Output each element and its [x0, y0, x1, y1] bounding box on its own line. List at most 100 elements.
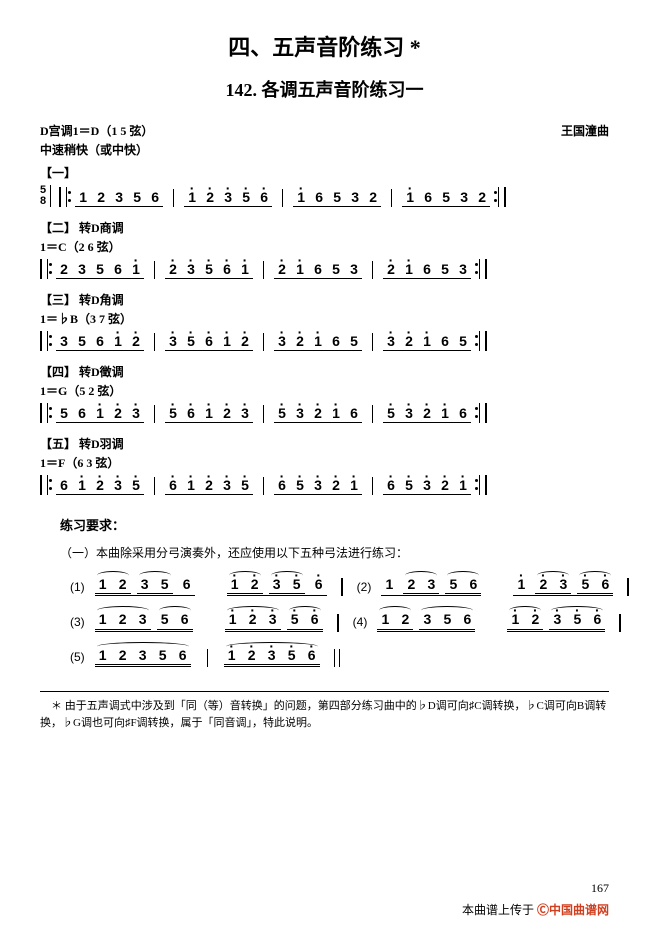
note: 2	[527, 612, 543, 627]
note: 2	[202, 190, 218, 205]
note: 6	[328, 334, 344, 349]
note: 5	[329, 190, 345, 205]
slur-group: 56	[577, 577, 613, 594]
note: 5	[437, 262, 453, 277]
note: 1	[224, 648, 240, 663]
note: 3	[135, 612, 151, 627]
note: 1	[183, 478, 199, 493]
barline	[154, 261, 155, 279]
double-barline	[619, 614, 621, 632]
note: 2	[247, 577, 263, 592]
measure: 23561	[165, 262, 253, 279]
note-group: 16532	[402, 190, 490, 207]
repeat-end	[479, 259, 487, 279]
note: 3	[237, 406, 253, 421]
repeat-start	[40, 475, 48, 495]
practice-number: (5)	[70, 650, 85, 664]
note: 1	[455, 478, 471, 493]
note-group: 23561	[56, 262, 144, 279]
note: 2	[383, 262, 399, 277]
note: 3	[219, 478, 235, 493]
note: 6	[183, 406, 199, 421]
practice-number: (4)	[353, 615, 368, 629]
notation-line: 23561235612165321653	[40, 259, 609, 279]
note: 2	[165, 262, 181, 277]
measure: 32165	[274, 334, 362, 351]
note: 5	[157, 577, 173, 592]
note: 3	[56, 334, 72, 349]
note-group: 16532	[293, 190, 381, 207]
measure: 12356	[95, 648, 191, 667]
slur-group: 12	[227, 577, 263, 594]
practice-line: (3)1235612356(4)1235612356	[70, 612, 609, 631]
notation-line: 5812356123561653216532	[40, 185, 609, 207]
practice-line: (5)1235612356	[70, 648, 609, 667]
section-label: 【四】 转D徵调	[40, 363, 609, 380]
note: 2	[403, 577, 419, 592]
note: 5	[438, 190, 454, 205]
barline	[372, 333, 373, 351]
note: 5	[287, 612, 303, 627]
note-group: 65321	[383, 478, 471, 495]
note: 3	[264, 648, 280, 663]
slur-group: 56	[445, 577, 481, 594]
note-group: 53216	[274, 406, 362, 423]
section-label: 【二】 转D商调	[40, 219, 609, 236]
note: 2	[245, 612, 261, 627]
note: 6	[311, 577, 327, 594]
slur-group: 56	[287, 612, 323, 629]
section-label: 【五】 转D羽调	[40, 435, 609, 452]
note: 6	[346, 406, 362, 421]
repeat-end	[479, 403, 487, 423]
note: 6	[419, 262, 435, 277]
repeat-start	[40, 403, 48, 423]
barline	[372, 261, 373, 279]
note: 5	[439, 612, 455, 627]
note: 3	[347, 190, 363, 205]
note: 2	[474, 190, 490, 205]
notation-line: 56123561235321653216	[40, 403, 609, 423]
watermark-text: 本曲谱上传于	[462, 903, 534, 917]
measure: 32165	[383, 334, 471, 351]
note: 1	[346, 478, 362, 493]
note: 6	[201, 334, 217, 349]
barline	[372, 477, 373, 495]
note: 2	[292, 334, 308, 349]
note: 6	[110, 262, 126, 277]
barline	[154, 477, 155, 495]
note: 3	[456, 190, 472, 205]
note: 3	[111, 190, 127, 205]
note: 5	[401, 478, 417, 493]
title-sub: 142. 各调五声音阶练习一	[40, 76, 609, 102]
measure: 35612	[165, 334, 253, 351]
note: 5	[165, 406, 181, 421]
note: 2	[237, 334, 253, 349]
practice-container: (1)1235612356(2)1235612356(3)1235612356(…	[40, 577, 609, 667]
note: 1	[201, 406, 217, 421]
note: 6	[304, 648, 320, 663]
note: 1	[328, 406, 344, 421]
note: 2	[535, 577, 551, 592]
barline	[391, 189, 392, 207]
note: 5	[157, 612, 173, 627]
sections-container: 【一】5812356123561653216532【二】 转D商调1＝C（2 6…	[40, 164, 609, 495]
note: 1	[292, 262, 308, 277]
note: 6	[175, 648, 191, 663]
practice-text: （一）本曲除采用分弓演奏外，还应使用以下五种弓法进行练习：	[60, 544, 609, 561]
measure: 12356	[95, 612, 193, 631]
footnote-separator	[40, 691, 609, 692]
note: 1	[293, 190, 309, 205]
note: 5	[238, 190, 254, 205]
note: 1	[310, 334, 326, 349]
measure: 12356	[75, 190, 163, 207]
notation-line: 35612356123216532165	[40, 331, 609, 351]
note: 5	[201, 262, 217, 277]
measure: 12356	[507, 612, 605, 631]
note: 2	[110, 406, 126, 421]
practice-number: (1)	[70, 580, 85, 594]
note: 2	[365, 190, 381, 205]
note: 3	[401, 406, 417, 421]
barline	[263, 477, 264, 495]
note: 1	[513, 577, 529, 594]
slur-group: 12	[507, 612, 543, 629]
